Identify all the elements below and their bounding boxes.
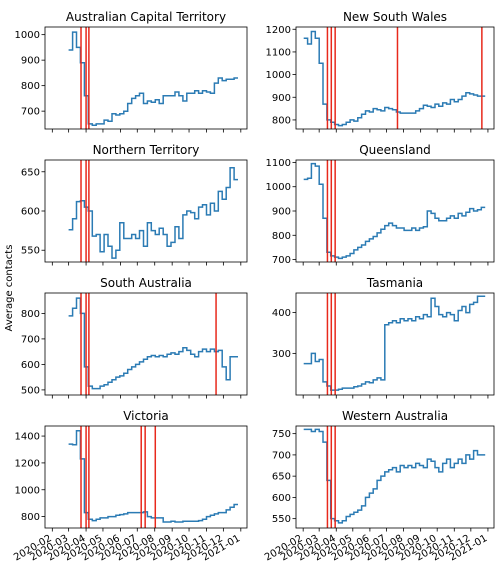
plot-frame xyxy=(295,425,495,529)
series-line xyxy=(68,429,238,523)
y-tick-label: 750 xyxy=(272,429,291,440)
series-line xyxy=(68,297,238,390)
y-tick-label: 1200 xyxy=(15,458,40,469)
panel-title: New South Wales xyxy=(343,10,447,24)
y-tick-label: 650 xyxy=(21,167,40,178)
series-line xyxy=(303,30,486,127)
y-tick-label: 800 xyxy=(272,231,291,242)
panel-title: Victoria xyxy=(123,409,169,423)
y-tick-label: 1400 xyxy=(15,432,40,443)
y-tick-label: 900 xyxy=(272,93,291,104)
y-tick-label: 600 xyxy=(21,360,40,371)
y-tick-label: 800 xyxy=(21,512,40,523)
y-tick-label: 700 xyxy=(21,107,40,118)
y-tick-label: 1000 xyxy=(266,70,291,81)
y-tick-label: 500 xyxy=(21,385,40,396)
panel-8: Western Australia5506006507007502020-022… xyxy=(263,409,495,564)
y-tick-label: 550 xyxy=(272,514,291,525)
panel-5: South Australia 500 600 700 800 xyxy=(21,276,248,399)
panel-title: Queensland xyxy=(359,143,431,157)
y-tick-label: 700 xyxy=(272,255,291,266)
y-tick-label: 400 xyxy=(272,308,291,319)
y-tick-label: 550 xyxy=(21,246,40,257)
panel-title: Northern Territory xyxy=(93,143,200,157)
y-axis-label: Average contacts xyxy=(4,245,15,332)
y-tick-label: 300 xyxy=(272,349,291,360)
y-tick-label: 1200 xyxy=(266,25,291,36)
y-tick-label: 1000 xyxy=(266,182,291,193)
y-tick-label: 1100 xyxy=(266,158,291,169)
y-tick-label: 1100 xyxy=(266,47,291,58)
panel-3: Northern Territory 550 600 650 xyxy=(21,143,248,266)
panel-6: Tasmania 300 400 xyxy=(272,276,495,399)
panel-title: South Australia xyxy=(100,276,192,290)
panel-4: Queensland 700 800 900 1000 1100 xyxy=(266,143,495,266)
plot-frame xyxy=(44,425,248,529)
panel-7: Victoria8001000120014002020-022020-03202… xyxy=(12,409,248,564)
y-tick-label: 600 xyxy=(21,207,40,218)
y-tick-label: 700 xyxy=(272,450,291,461)
panel-title: Australian Capital Territory xyxy=(66,10,226,24)
plot-frame xyxy=(295,292,495,396)
panel-title: Tasmania xyxy=(366,276,423,290)
plot-frame xyxy=(295,159,495,263)
y-tick-label: 800 xyxy=(21,309,40,320)
series-line xyxy=(68,167,238,259)
panel-2: New South Wales 800 900 1000 1100 1200 xyxy=(266,10,495,133)
series-line xyxy=(68,31,238,126)
y-tick-label: 600 xyxy=(272,493,291,504)
y-tick-label: 700 xyxy=(21,334,40,345)
y-tick-label: 800 xyxy=(272,115,291,126)
y-tick-label: 900 xyxy=(272,207,291,218)
y-tick-label: 1000 xyxy=(15,30,40,41)
panel-title: Western Australia xyxy=(342,409,448,423)
series-line xyxy=(303,295,486,391)
y-tick-label: 800 xyxy=(21,81,40,92)
plot-frame xyxy=(44,26,248,130)
y-tick-label: 650 xyxy=(272,472,291,483)
y-tick-label: 900 xyxy=(21,56,40,67)
y-tick-label: 1000 xyxy=(15,485,40,496)
panel-1: Australian Capital Territory 700 800 900 100… xyxy=(15,10,248,133)
plot-frame xyxy=(295,26,495,130)
plot-frame xyxy=(44,292,248,396)
